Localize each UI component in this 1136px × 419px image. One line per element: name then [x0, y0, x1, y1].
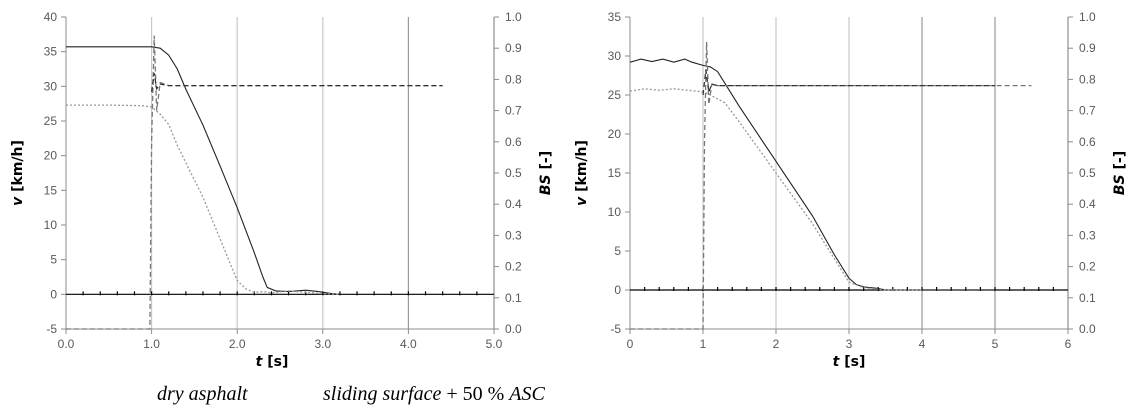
y-tick-label: 25: [608, 88, 622, 102]
y2-tick-label: 0.7: [1079, 104, 1096, 118]
x-tick-label: 4: [919, 337, 926, 351]
y-tick-label: 20: [44, 149, 58, 163]
y2-tick-label: 0.0: [505, 322, 522, 336]
y-axis-var: v: [574, 196, 590, 206]
series-line-4: [702, 69, 995, 96]
x-tick-label: 3: [846, 337, 853, 351]
y-tick-label: 0: [614, 283, 621, 297]
y2-axis-var: BS: [538, 174, 554, 195]
caption-italic-text: sliding surface: [323, 383, 442, 405]
x-tick-label: 6: [1065, 337, 1072, 351]
caption-text: dry asphalt: [157, 383, 248, 405]
y-tick-label: 5: [50, 253, 57, 267]
x-axis-var: t: [256, 354, 264, 370]
y2-tick-label: 0.2: [505, 260, 522, 274]
caption-sliding-surface: sliding surface + 50 % ASC: [323, 383, 545, 406]
y2-axis-var: BS: [1112, 174, 1128, 195]
series-line-2: [66, 104, 340, 295]
y2-tick-label: 0.5: [505, 166, 522, 180]
y2-tick-label: 0.6: [505, 135, 522, 149]
y-tick-label: 30: [44, 79, 58, 93]
y-tick-label: 15: [44, 183, 58, 197]
y2-tick-label: 0.3: [505, 228, 522, 242]
y2-tick-label: 0.2: [1079, 260, 1096, 274]
y2-tick-label: 0.3: [1079, 228, 1096, 242]
series-line-4: [150, 73, 443, 92]
y2-tick-label: 0.7: [505, 104, 522, 118]
y-axis-title: v [km/h]: [574, 140, 590, 206]
y2-axis-title: BS [-]: [538, 151, 554, 195]
caption-plain-text: + 50 %: [441, 383, 510, 405]
y-tick-label: 35: [608, 10, 622, 24]
y-tick-label: 20: [608, 127, 622, 141]
y2-tick-label: 0.8: [1079, 72, 1096, 86]
y-tick-label: 30: [608, 49, 622, 63]
y2-tick-label: 0.0: [1079, 322, 1096, 336]
y2-tick-label: 0.1: [1079, 291, 1096, 305]
y-tick-label: 10: [608, 205, 622, 219]
x-tick-label: 0: [627, 337, 634, 351]
y-tick-label: 0: [50, 287, 57, 301]
x-tick-label: 5.0: [486, 337, 503, 351]
y2-axis-title: BS [-]: [1112, 151, 1128, 195]
series-line-3: [66, 35, 443, 330]
x-tick-label: 4.0: [400, 337, 417, 351]
series-line-1: [66, 46, 340, 295]
y2-tick-label: 0.8: [505, 72, 522, 86]
x-axis-unit: [s]: [839, 354, 865, 370]
series-line-1: [629, 58, 995, 291]
x-tick-label: 0.0: [58, 337, 75, 351]
caption-asc-text: ASC: [509, 383, 545, 405]
x-tick-label: 2: [773, 337, 780, 351]
y-tick-label: 15: [608, 166, 622, 180]
x-tick-label: 5: [992, 337, 999, 351]
x-tick-label: 2.0: [229, 337, 246, 351]
y-axis-title: v [km/h]: [10, 140, 26, 206]
y2-axis-unit: [-]: [538, 151, 554, 174]
y-tick-label: -5: [610, 322, 621, 336]
caption-dry-asphalt: dry asphalt: [157, 383, 248, 406]
series-line-3: [630, 41, 1032, 330]
y2-tick-label: 0.1: [505, 291, 522, 305]
x-tick-label: 1: [700, 337, 707, 351]
x-tick-label: 3.0: [314, 337, 331, 351]
y2-axis-unit: [-]: [1112, 151, 1128, 174]
y-axis-unit: [km/h]: [10, 140, 26, 197]
y2-tick-label: 1.0: [505, 10, 522, 24]
y-tick-label: 25: [44, 114, 58, 128]
chart-sliding-surface: -5051015202530350.00.10.20.30.40.50.60.7…: [574, 10, 1128, 370]
y2-tick-label: 0.5: [1079, 166, 1096, 180]
y-tick-label: -5: [46, 322, 57, 336]
x-axis-unit: [s]: [262, 354, 288, 370]
x-axis-title: t [s]: [256, 354, 289, 370]
x-axis-var: t: [833, 354, 841, 370]
series-line-2: [629, 88, 922, 291]
y-axis-var: v: [10, 196, 26, 206]
y-tick-label: 40: [44, 10, 58, 24]
y2-tick-label: 0.9: [505, 41, 522, 55]
x-tick-label: 1.0: [143, 337, 160, 351]
x-axis-title: t [s]: [833, 354, 866, 370]
y2-tick-label: 0.4: [505, 197, 522, 211]
y2-tick-label: 0.9: [1079, 41, 1096, 55]
y-tick-label: 5: [614, 244, 621, 258]
y-axis-unit: [km/h]: [574, 140, 590, 197]
y2-tick-label: 0.4: [1079, 197, 1096, 211]
y-tick-label: 35: [44, 45, 58, 59]
y2-tick-label: 1.0: [1079, 10, 1096, 24]
y-tick-label: 10: [44, 218, 58, 232]
y2-tick-label: 0.6: [1079, 135, 1096, 149]
chart-dry-asphalt: -5 0 5 10 15 20 25 30 35 40 0.0 0.1 0.2 0.3 0.4 0.5 0.6 0…: [10, 10, 554, 370]
